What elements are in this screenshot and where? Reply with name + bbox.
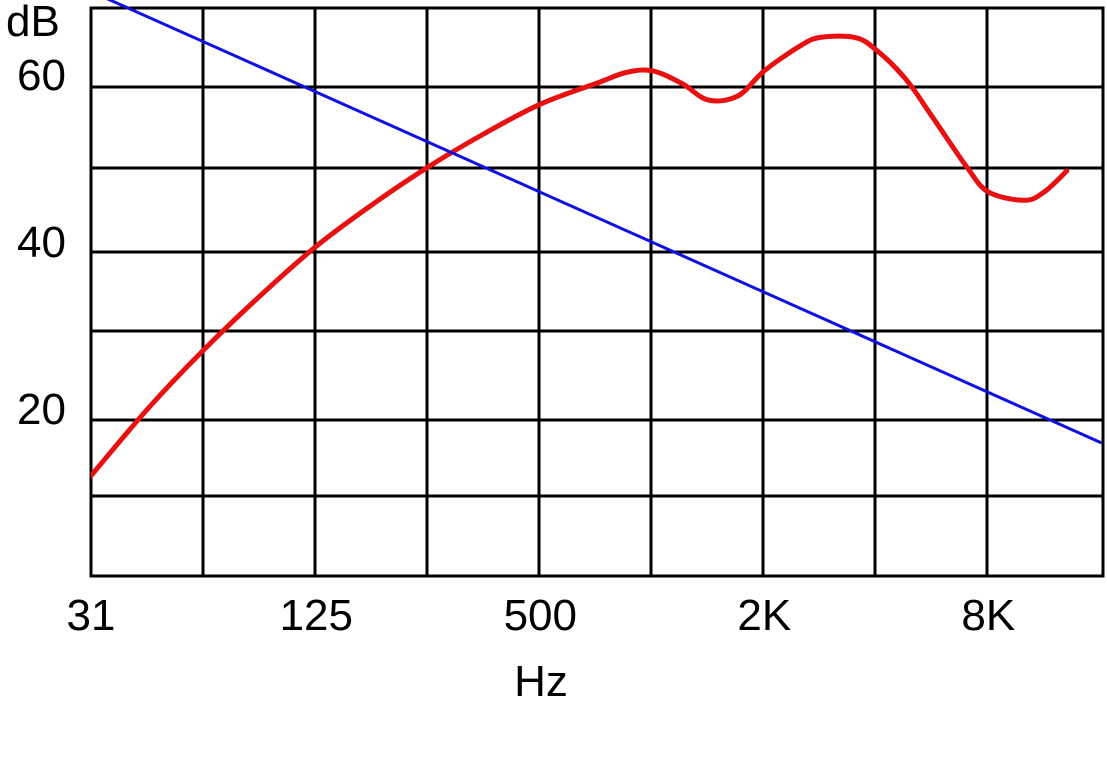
y-tick-label: 20 (17, 385, 66, 434)
y-axis-title: dB (6, 0, 60, 46)
series-red-curve (91, 33, 1070, 479)
x-axis-title: Hz (514, 657, 568, 706)
y-tick-label: 60 (17, 51, 66, 100)
series-blue-line (106, 0, 1102, 444)
series-layer (91, 0, 1102, 479)
x-tick-label: 2K (737, 591, 791, 640)
x-tick-label: 8K (961, 591, 1015, 640)
x-tick-labels: 31 125 500 2K 8K (67, 591, 1016, 640)
grid (91, 8, 1103, 576)
x-tick-label: 125 (280, 591, 353, 640)
x-tick-label: 31 (67, 591, 116, 640)
y-tick-label: 40 (17, 218, 66, 267)
plot-frame (89, 6, 1105, 578)
x-tick-label: 500 (504, 591, 577, 640)
y-tick-labels: 20 40 60 (17, 51, 66, 434)
plot-border (89, 6, 1105, 578)
